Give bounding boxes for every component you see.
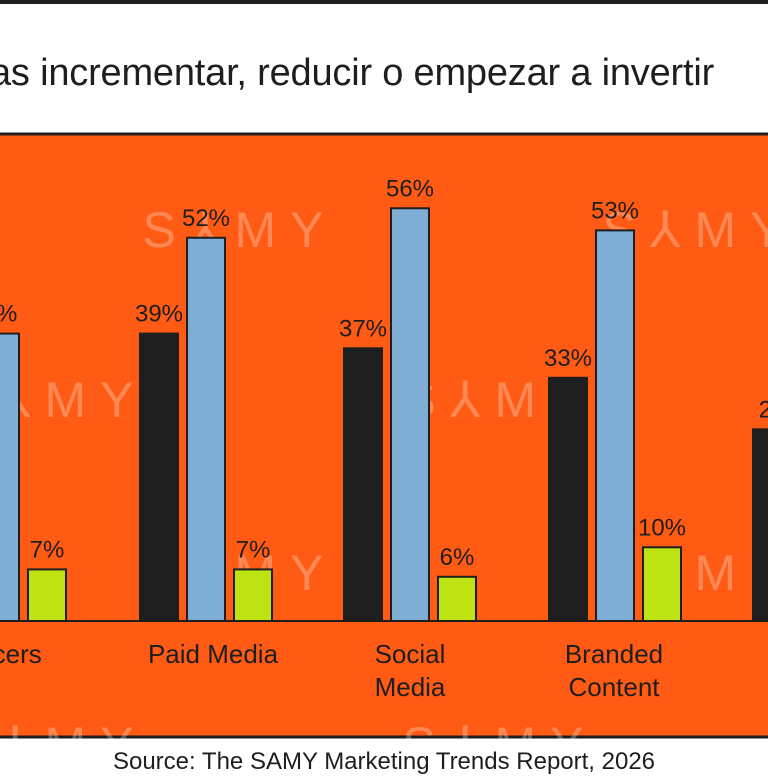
value-label-black-2: 39% — [135, 301, 183, 328]
category-label-4: Branded — [565, 639, 663, 669]
value-label-black-5: 26 — [759, 396, 768, 423]
value-label-green-4: 10% — [638, 514, 686, 541]
value-labels-layer: 39% 37% 33% 26 9% 52% 56% 53% 7% 7% 6% 10% — [0, 175, 768, 571]
top-rule — [0, 0, 768, 4]
value-label-green-1: 7% — [30, 536, 65, 563]
bar-blue-4 — [595, 229, 635, 622]
bars-layer — [0, 207, 768, 623]
value-label-green-2: 7% — [236, 536, 271, 563]
category-label-3: Media — [375, 672, 446, 702]
bar-blue-1 — [0, 332, 20, 622]
watermark-text: S⅄MY — [143, 202, 338, 258]
bar-black-3 — [343, 347, 383, 622]
category-label-4: Content — [568, 672, 660, 702]
value-label-blue-3: 56% — [386, 175, 434, 202]
chart-title: as incrementar, reducir o empezar a inve… — [0, 52, 715, 94]
bar-black-5 — [752, 428, 768, 622]
bar-black-2 — [139, 332, 179, 622]
watermark-text: S⅄MY — [403, 717, 598, 773]
watermark-text: S⅄MY — [0, 717, 147, 773]
bar-green-4 — [642, 546, 682, 622]
bar-blue-3 — [390, 207, 430, 622]
bar-black-4 — [548, 376, 588, 623]
bar-blue-2 — [186, 236, 226, 622]
chart-panel — [0, 132, 768, 739]
bar-green-3 — [437, 575, 477, 623]
value-label-blue-2: 52% — [182, 205, 230, 232]
value-label-black-3: 37% — [339, 315, 387, 342]
value-label-blue-1: 9% — [0, 301, 17, 328]
bar-green-2 — [233, 568, 273, 622]
bar-green-1 — [27, 568, 67, 622]
category-label-2: Paid Media — [148, 639, 279, 669]
category-label-1: ncers — [0, 639, 42, 669]
value-label-green-3: 6% — [440, 544, 475, 571]
category-label-3: Social — [375, 639, 446, 669]
source-note: Source: The SAMY Marketing Trends Report… — [112, 748, 656, 775]
watermark-text: S⅄MY — [0, 372, 147, 428]
value-label-blue-4: 53% — [591, 197, 639, 224]
value-label-black-4: 33% — [544, 345, 592, 372]
